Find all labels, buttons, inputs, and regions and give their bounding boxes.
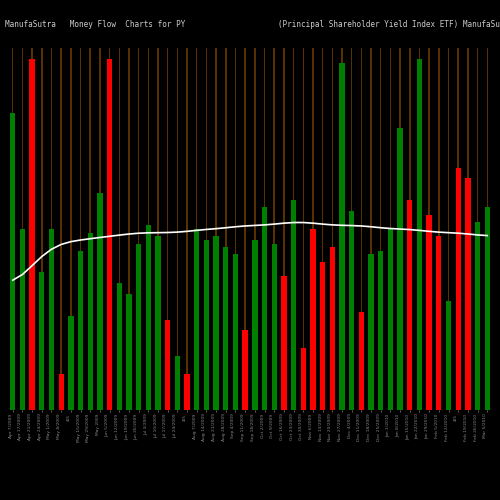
Bar <box>274 48 275 410</box>
Bar <box>418 48 420 410</box>
Bar <box>136 244 141 410</box>
Bar <box>368 254 374 410</box>
Bar <box>138 48 140 410</box>
Bar <box>126 294 132 410</box>
Bar <box>148 48 149 410</box>
Bar <box>398 128 403 410</box>
Bar <box>49 229 54 410</box>
Bar <box>88 232 93 410</box>
Bar <box>448 48 449 410</box>
Bar <box>388 229 393 410</box>
Bar <box>97 193 102 410</box>
Bar <box>340 62 344 410</box>
Bar <box>254 48 256 410</box>
Bar <box>262 208 267 410</box>
Bar <box>176 48 178 410</box>
Bar <box>12 48 14 410</box>
Bar <box>467 48 468 410</box>
Bar <box>322 48 324 410</box>
Bar <box>380 48 382 410</box>
Bar <box>78 251 83 410</box>
Bar <box>465 178 470 410</box>
Bar <box>194 229 200 410</box>
Bar <box>438 48 440 410</box>
Bar <box>204 240 209 410</box>
Bar <box>39 272 44 410</box>
Bar <box>107 59 112 410</box>
Bar <box>60 48 62 410</box>
Bar <box>99 48 100 410</box>
Bar <box>330 247 335 410</box>
Bar <box>225 48 226 410</box>
Bar <box>312 48 314 410</box>
Bar <box>400 48 401 410</box>
Bar <box>234 48 236 410</box>
Bar <box>22 48 23 410</box>
Bar <box>486 48 488 410</box>
Bar <box>436 236 442 410</box>
Bar <box>167 48 168 410</box>
Bar <box>302 48 304 410</box>
Bar <box>109 48 110 410</box>
Bar <box>332 48 333 410</box>
Bar <box>156 236 160 410</box>
Bar <box>477 48 478 410</box>
Bar <box>186 48 188 410</box>
Bar <box>456 168 461 410</box>
Bar <box>80 48 82 410</box>
Bar <box>293 48 294 410</box>
Bar <box>165 320 170 410</box>
Bar <box>216 48 217 410</box>
Bar <box>252 240 258 410</box>
Bar <box>390 48 391 410</box>
Bar <box>407 200 412 410</box>
Bar <box>351 48 352 410</box>
Bar <box>68 316 73 410</box>
Bar <box>70 48 71 410</box>
Bar <box>264 48 266 410</box>
Bar <box>370 48 372 410</box>
Bar <box>20 229 25 410</box>
Bar <box>146 226 151 410</box>
Bar <box>358 312 364 410</box>
Bar <box>475 222 480 410</box>
Bar <box>58 374 64 410</box>
Bar <box>291 200 296 410</box>
Bar <box>184 374 190 410</box>
Bar <box>90 48 91 410</box>
Bar <box>32 48 33 410</box>
Bar <box>349 211 354 410</box>
Bar <box>417 59 422 410</box>
Bar <box>281 276 286 410</box>
Text: ManufaSutra   Money Flow  Charts for PY                    (Principal Shareholde: ManufaSutra Money Flow Charts for PY (Pr… <box>5 20 500 29</box>
Bar <box>360 48 362 410</box>
Bar <box>196 48 198 410</box>
Bar <box>409 48 410 410</box>
Bar <box>300 348 306 410</box>
Bar <box>428 48 430 410</box>
Bar <box>10 113 16 410</box>
Bar <box>51 48 52 410</box>
Bar <box>272 244 277 410</box>
Bar <box>206 48 207 410</box>
Bar <box>30 59 35 410</box>
Bar <box>214 236 219 410</box>
Bar <box>174 356 180 410</box>
Bar <box>244 48 246 410</box>
Bar <box>283 48 284 410</box>
Bar <box>233 254 238 410</box>
Bar <box>223 247 228 410</box>
Bar <box>446 302 451 410</box>
Bar <box>118 48 120 410</box>
Bar <box>426 214 432 410</box>
Bar <box>484 208 490 410</box>
Bar <box>320 262 326 410</box>
Bar <box>242 330 248 410</box>
Bar <box>128 48 130 410</box>
Bar <box>310 229 316 410</box>
Bar <box>378 251 384 410</box>
Bar <box>116 284 122 410</box>
Bar <box>458 48 459 410</box>
Bar <box>41 48 42 410</box>
